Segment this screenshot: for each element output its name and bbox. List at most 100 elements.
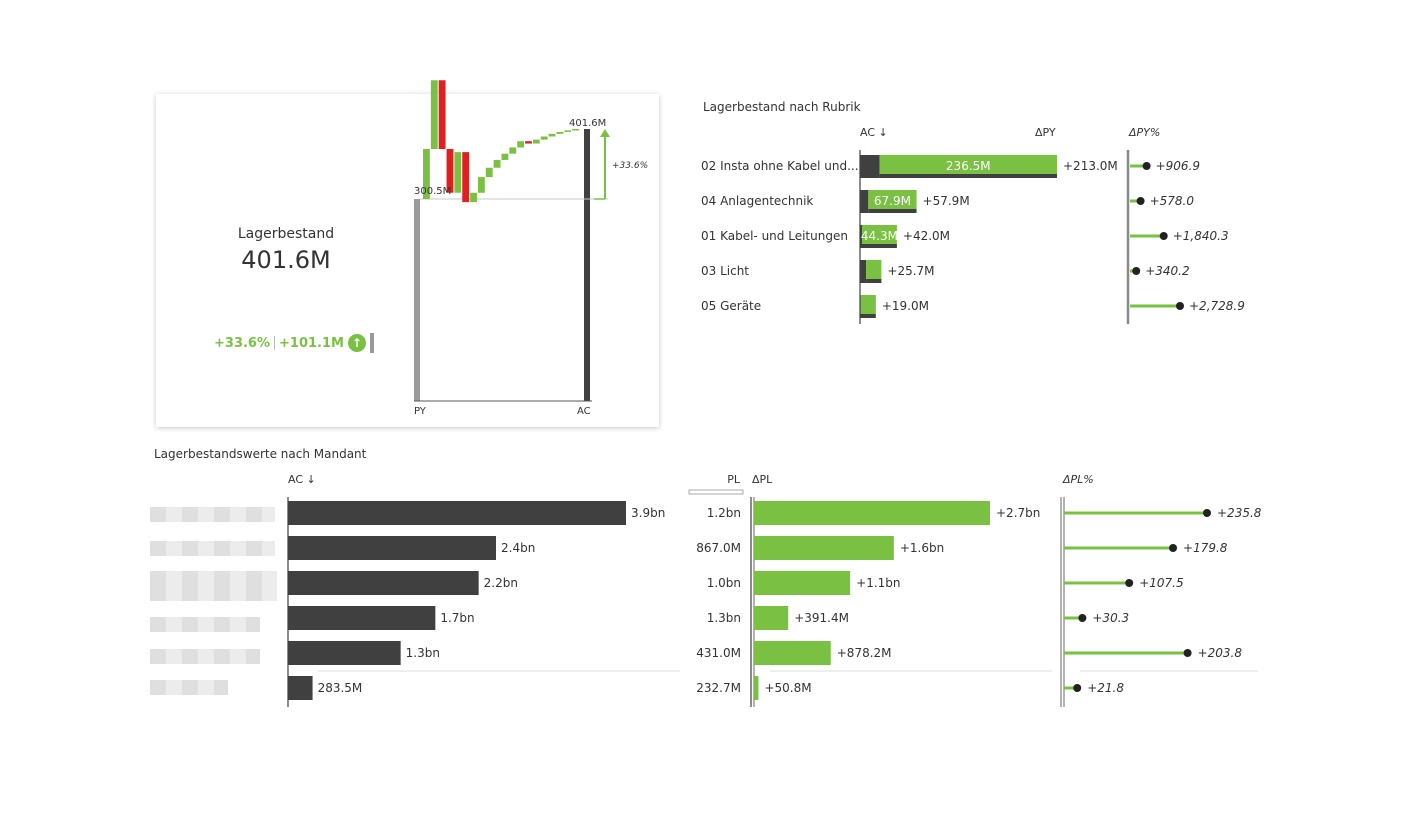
waterfall-step-bar <box>454 152 462 193</box>
mandant-header-ac: AC ↓ <box>288 473 316 486</box>
mandant-pl-header-box <box>688 489 744 495</box>
rubrik-pct-dot <box>1142 162 1151 170</box>
waterfall-delta-arrowhead <box>600 129 610 137</box>
rubrik-category-label: 01 Kabel- und Leitungen <box>701 229 848 243</box>
rubrik-py-bar <box>860 155 880 178</box>
rubrik-pct-label: +906.9 <box>1156 159 1200 173</box>
waterfall-step-bar <box>525 141 532 144</box>
kpi-card: Lagerbestand 401.6M +33.6% +101.1M ↑ <box>156 94 659 427</box>
mandant-ac-bar <box>288 501 626 525</box>
mandant-dpl-bar <box>754 606 789 630</box>
mandant-pct-dot <box>1169 544 1178 552</box>
rubrik-ac-underline <box>860 314 876 318</box>
rubrik-category-label: 03 Licht <box>701 264 749 278</box>
mandant-pct-label: +107.5 <box>1139 576 1183 590</box>
mandant-pl-label: 431.0M <box>696 646 741 660</box>
waterfall-step-bar <box>517 141 525 148</box>
blurred-label <box>150 680 228 695</box>
waterfall-step-bar <box>485 167 493 178</box>
waterfall-tick-label: PY <box>414 406 427 417</box>
blurred-label <box>150 571 277 601</box>
waterfall-step-bar <box>470 192 477 203</box>
blurred-label <box>150 507 275 522</box>
mandant-ac-bar <box>288 641 401 665</box>
mandant-pl-label: 1.3bn <box>707 611 741 625</box>
rubrik-pct-dot <box>1176 302 1184 310</box>
mandant-ac-label: 1.7bn <box>440 611 474 625</box>
rubrik-pct-dot <box>1159 232 1168 240</box>
arrow-up-icon: ↑ <box>347 334 366 352</box>
mandant-dpl-label: +1.6bn <box>900 541 944 555</box>
rubrik-header-dpy-pct: ΔPY% <box>1128 126 1160 139</box>
rubrik-pct-dot <box>1136 197 1145 205</box>
rubrik-ac-label: 236.5M <box>946 159 991 173</box>
mandant-pl-label: 232.7M <box>696 681 741 695</box>
rubrik-ac-underline <box>866 279 882 283</box>
mandant-pl-label: 1.0bn <box>707 576 741 590</box>
blurred-label <box>150 541 275 556</box>
mandant-pl-label: 867.0M <box>696 541 741 555</box>
mandant-ac-label: 283.5M <box>318 681 363 695</box>
rubrik-pct-dot <box>1132 267 1141 275</box>
mandant-pct-dot <box>1203 509 1211 517</box>
kpi-delta-abs: +101.1M <box>279 335 344 351</box>
kpi-value: 401.6M <box>241 246 331 274</box>
waterfall-step-bar <box>548 133 556 137</box>
mandant-ac-label: 1.3bn <box>406 646 440 660</box>
rubrik-pct-label: +578.0 <box>1150 194 1195 208</box>
waterfall-tick-label: AC <box>577 406 591 417</box>
kpi-delta-separator <box>274 336 275 350</box>
mandant-dpl-label: +50.8M <box>764 681 811 695</box>
rubrik-dpy-label: +25.7M <box>887 264 934 278</box>
mandant-header-dpl: ΔPL <box>752 473 773 486</box>
kpi-title: Lagerbestand <box>237 226 335 242</box>
rubrik-ac-underline <box>879 174 1057 178</box>
waterfall-step-bar <box>564 130 572 132</box>
rubrik-pct-label: +1,840.3 <box>1173 229 1229 243</box>
mandant-pct-label: +203.8 <box>1198 646 1243 660</box>
waterfall-step-bar <box>532 139 540 144</box>
waterfall-delta-label: +33.6% <box>612 161 648 171</box>
mandant-dpl-bar <box>754 571 851 595</box>
rubrik-ac-label: 44.3M <box>861 229 898 243</box>
rubrik-ac-underline <box>868 209 917 213</box>
waterfall-step-bar <box>556 131 564 134</box>
rubrik-header-ac: AC ↓ <box>860 126 888 139</box>
mandant-ac-bar <box>288 571 479 595</box>
rubrik-py-bar <box>860 225 862 248</box>
mandant-pct-label: +235.8 <box>1217 506 1262 520</box>
rubrik-dpy-label: +57.9M <box>923 194 970 208</box>
rubrik-dpy-label: +213.0M <box>1063 159 1118 173</box>
mandant-pct-label: +179.8 <box>1183 541 1228 555</box>
blurred-label <box>150 649 260 664</box>
waterfall-step-bar <box>572 129 579 131</box>
mandant-ac-label: 2.2bn <box>484 576 518 590</box>
mandant-ac-bar <box>288 536 496 560</box>
mandant-pct-label: +30.3 <box>1092 611 1129 625</box>
mandant-header-pl: PL <box>727 473 741 486</box>
rubrik-delta-bar <box>866 260 882 279</box>
mandant-ac-label: 2.4bn <box>501 541 535 555</box>
rubrik-header-dpy: ΔPY <box>1035 126 1056 139</box>
mandant-dpl-label: +1.1bn <box>856 576 900 590</box>
rubrik-delta-bar <box>860 295 876 314</box>
mandant-header-dpl-pct: ΔPL% <box>1062 473 1094 486</box>
rubrik-dpy-label: +42.0M <box>903 229 950 243</box>
mandant-pct-dot <box>1078 614 1087 622</box>
rubrik-py-bar <box>860 190 869 213</box>
mandant-ac-bar <box>288 606 436 630</box>
waterfall-step-bar <box>477 177 485 193</box>
rubrik-dpy-label: +19.0M <box>882 299 929 313</box>
kpi-delta-bar <box>369 333 374 353</box>
waterfall-ac-bar <box>584 129 590 401</box>
mandant-dpl-bar <box>754 641 831 665</box>
waterfall-step-bar <box>430 80 438 149</box>
waterfall-step-bar <box>438 80 446 149</box>
mandant-dpl-bar <box>754 501 990 525</box>
mandant-pct-label: +21.8 <box>1087 681 1124 695</box>
mandant-ac-label: 3.9bn <box>631 506 665 520</box>
rubrik-delta-bar <box>861 225 897 244</box>
rubrik-py-bar <box>860 260 867 283</box>
mandant-pct-dot <box>1073 684 1082 692</box>
